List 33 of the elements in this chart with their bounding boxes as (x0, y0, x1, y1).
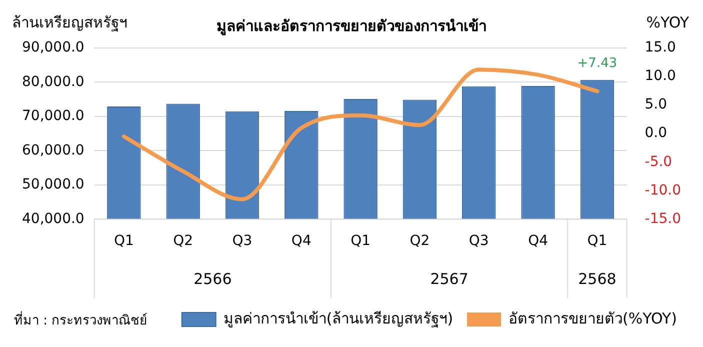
x-tick-label: Q3 (232, 233, 252, 250)
legend-label: อัตราการขยายตัว(%YOY) (508, 309, 678, 328)
y2-tick-label: 5.0 (644, 96, 668, 113)
chart-title: มูลค่าและอัตราการขยายตัวของการนำเข้า (216, 16, 486, 36)
data-label: +7.43 (577, 56, 618, 71)
legend-label: มูลค่าการนำเข้า(ล้านเหรียญสหรัฐฯ) (223, 309, 454, 328)
y2-tick-label: 10.0 (644, 68, 676, 84)
text: 2566 (194, 270, 232, 288)
y2-tick-label: 0.0 (644, 125, 668, 142)
y-axis-title: ล้านเหรียญสหรัฐฯ (12, 13, 127, 32)
text: 2567 (430, 270, 468, 288)
x-tick-label: Q1 (350, 233, 371, 250)
y-tick-label: 50,000.0 (22, 176, 84, 193)
text: ที่มา : กระทรวงพาณิชย์ (14, 311, 148, 328)
y-tick-label: 60,000.0 (22, 142, 84, 158)
x-tick-label: Q1 (114, 233, 134, 250)
x-tick-label: Q4 (528, 233, 548, 250)
y2-tick-label: -15.0 (644, 210, 682, 227)
y-tick-label: 80,000.0 (22, 74, 84, 90)
x-tick-label: Q2 (173, 233, 194, 250)
y-tick-label: 90,000.0 (22, 40, 84, 56)
line-series (122, 68, 600, 202)
x-tick-label: Q3 (468, 233, 489, 250)
x-tick-label: Q2 (410, 233, 430, 250)
y2-tick-label: 15.0 (644, 40, 676, 56)
y-tick-label: 70,000.0 (22, 108, 84, 124)
x-tick-label: Q4 (291, 233, 312, 250)
x-tick-label: Q1 (587, 233, 608, 250)
text: 2568 (578, 270, 616, 288)
y2-axis-title: %YOY (646, 13, 690, 32)
y2-tick-label: -5.0 (644, 154, 672, 170)
y2-tick-label: -10.0 (644, 182, 682, 198)
y-tick-label: 40,000.0 (22, 210, 84, 227)
